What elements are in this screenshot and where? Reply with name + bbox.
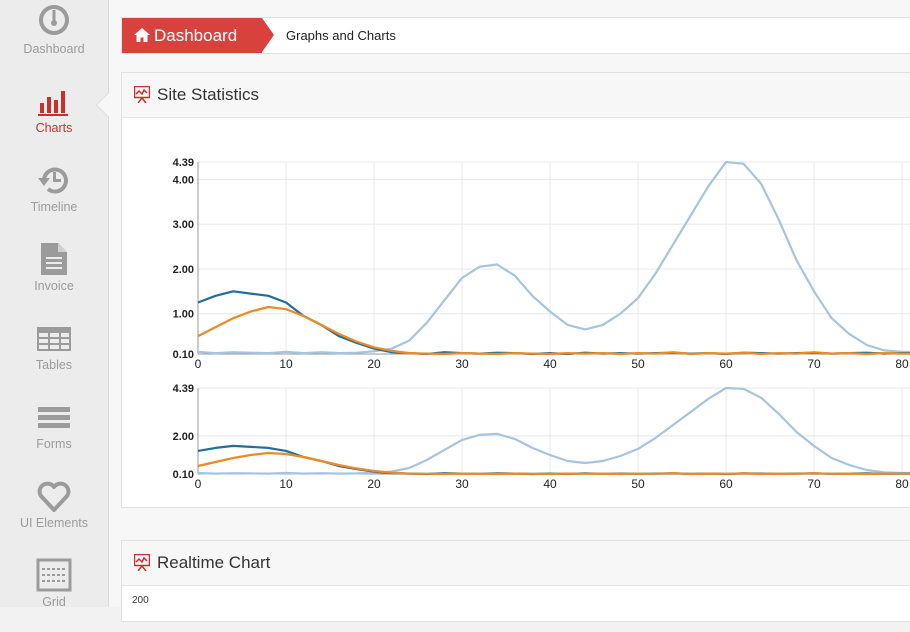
series-line-1: [197, 290, 910, 356]
panel-header: Site Statistics: [122, 73, 910, 118]
form-lines-icon: [38, 407, 70, 428]
panel-header: Realtime Chart: [122, 541, 910, 586]
sidebar-item-label: Timeline: [30, 200, 78, 214]
sidebar-item-grid[interactable]: Grid: [0, 553, 108, 632]
x-tick-label: 20: [367, 357, 381, 371]
x-tick-label: 40: [543, 477, 557, 491]
home-icon: [134, 28, 150, 42]
x-tick-label: 40: [543, 357, 557, 371]
active-indicator: [97, 93, 109, 117]
breadcrumb-home[interactable]: Dashboard: [122, 18, 274, 53]
x-tick-label: 70: [807, 477, 821, 491]
panel-title: Realtime Chart: [157, 553, 271, 572]
sidebar-item-forms[interactable]: Forms: [0, 395, 108, 474]
history-icon: [38, 167, 68, 194]
sidebar-item-ui-elements[interactable]: UI Elements: [0, 474, 108, 553]
x-tick-label: 10: [279, 357, 293, 371]
x-tick-label: 20: [367, 477, 381, 491]
sidebar: Dashboard Charts Timeline Invoice: [0, 0, 109, 609]
table-icon: [37, 327, 71, 351]
x-tick-label: 10: [279, 477, 293, 491]
x-tick-label: 70: [807, 357, 821, 371]
sidebar-item-charts[interactable]: Charts: [0, 79, 108, 158]
x-tick-label: 80: [895, 477, 909, 491]
series-line-1: [197, 444, 910, 476]
presentation-chart-icon: [134, 554, 150, 571]
series-line-2: [197, 305, 910, 356]
document-icon: [41, 243, 67, 275]
y-tick-label: 3.00: [173, 219, 194, 231]
sidebar-item-label: Forms: [36, 437, 72, 451]
site-statistics-charts: 0 10 20 30 40 50 60 70 80 4.39 4.00 3.00 2.00 1.00 0.1…: [173, 157, 910, 491]
panel-title: Site Statistics: [157, 85, 260, 104]
series-line-0: [197, 386, 910, 475]
breadcrumb: Dashboard Graphs and Charts: [121, 17, 910, 54]
sidebar-item-label: Dashboard: [23, 42, 85, 56]
breadcrumb-current: Graphs and Charts: [286, 28, 396, 43]
x-tick-label: 0: [195, 477, 202, 491]
realtime-y-tick: 200: [132, 595, 149, 606]
y-tick-label: 0.10: [173, 469, 194, 481]
sidebar-item-dashboard[interactable]: Dashboard: [0, 0, 108, 79]
x-tick-label: 80: [895, 357, 909, 371]
x-tick-label: 30: [455, 357, 469, 371]
y-tick-label: 4.39: [173, 157, 194, 169]
site-statistics-panel: Site Statistics 0 10 20 30 40 50 60 70 80 4.39 4.0…: [121, 72, 910, 508]
sidebar-item-label: Tables: [35, 358, 73, 372]
y-tick-label: 2.00: [173, 264, 194, 276]
x-tick-label: 50: [631, 357, 645, 371]
series-line-0: [197, 160, 910, 355]
sidebar-item-label: Invoice: [34, 279, 74, 293]
x-tick-label: 60: [719, 357, 733, 371]
sidebar-item-label: UI Elements: [19, 516, 89, 530]
sidebar-item-tables[interactable]: Tables: [0, 316, 108, 395]
main-content: Dashboard Graphs and Charts Site Statist…: [109, 0, 910, 622]
sidebar-item-label: Charts: [35, 121, 73, 135]
x-tick-label: 60: [719, 477, 733, 491]
x-tick-label: 0: [195, 357, 202, 371]
grid-icon: [36, 558, 72, 592]
y-tick-label: 4.00: [173, 174, 194, 186]
y-tick-label: 2.00: [173, 431, 194, 443]
x-tick-label: 30: [455, 477, 469, 491]
breadcrumb-arrow: [262, 18, 274, 52]
dashboard-gauge-icon: [39, 5, 69, 35]
bar-chart-icon: [38, 91, 68, 116]
sidebar-item-timeline[interactable]: Timeline: [0, 158, 108, 237]
series-line-2: [197, 451, 910, 476]
x-tick-label: 50: [631, 477, 645, 491]
y-tick-label: 0.10: [173, 349, 194, 361]
heart-icon: [37, 481, 71, 512]
y-tick-label: 4.39: [173, 383, 194, 395]
sidebar-item-label: Grid: [42, 595, 66, 609]
realtime-chart-panel: Realtime Chart 200: [121, 540, 910, 622]
presentation-chart-icon: [134, 86, 150, 103]
sidebar-item-invoice[interactable]: Invoice: [0, 237, 108, 316]
y-tick-label: 1.00: [173, 309, 194, 321]
breadcrumb-home-label: Dashboard: [154, 26, 238, 45]
